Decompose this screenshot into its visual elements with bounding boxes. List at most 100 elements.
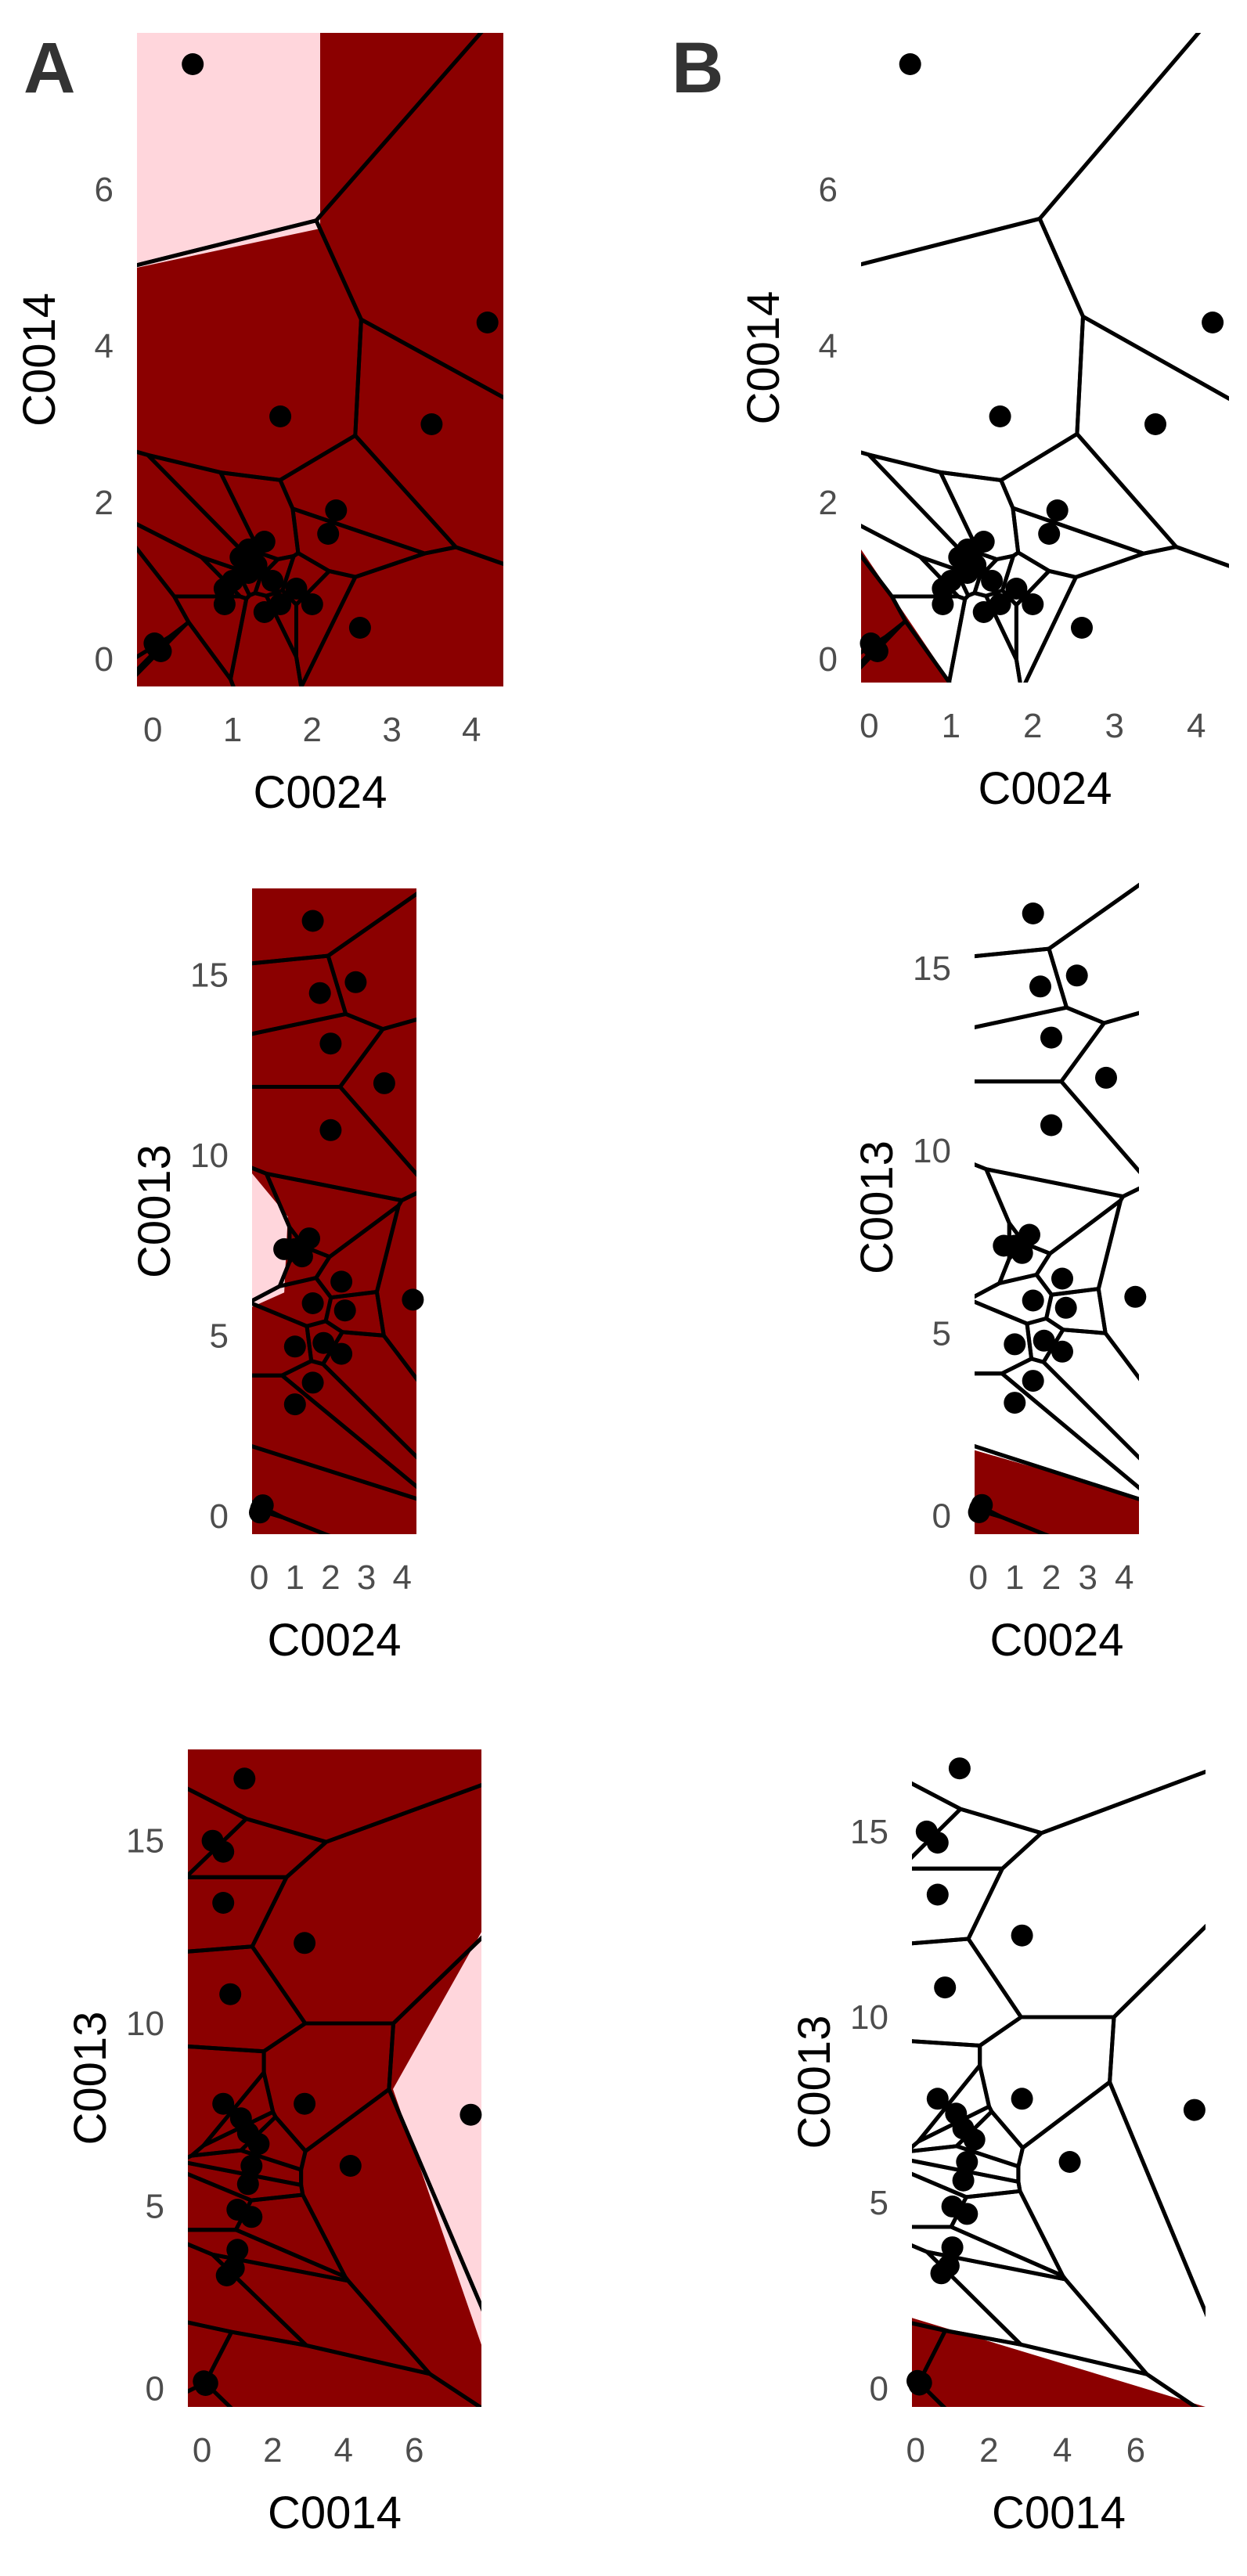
x-tick-label: 4 xyxy=(1115,1558,1133,1597)
x-tick-label: 4 xyxy=(334,2431,353,2470)
chart-panel-a3: 0 2 4 6 0 5 10 15 C0014 C0013 xyxy=(65,1749,482,2538)
data-point xyxy=(1124,1285,1147,1308)
data-point xyxy=(926,1883,949,1906)
y-axis-label: C0013 xyxy=(129,1144,180,1278)
data-point xyxy=(1051,1267,1073,1290)
x-tick-label: 6 xyxy=(1126,2431,1145,2470)
chart-panel-b3: 0 2 4 6 0 5 10 15 C0014 C0013 xyxy=(789,1757,1206,2538)
y-tick-label: 10 xyxy=(913,1132,951,1170)
data-point xyxy=(344,971,367,993)
x-tick-label: 2 xyxy=(321,1558,340,1597)
data-point xyxy=(963,2128,986,2151)
data-point xyxy=(301,1371,324,1394)
chart-panel-b1: 0 1 2 3 4 0 2 4 6 C0024 C0014 xyxy=(738,33,1229,814)
y-tick-label: 15 xyxy=(850,1813,888,1851)
data-point xyxy=(333,1299,356,1322)
data-point xyxy=(253,601,276,623)
voronoi-cell xyxy=(299,545,503,686)
data-point xyxy=(237,562,260,584)
y-axis-label: C0014 xyxy=(738,291,789,425)
x-tick-label: 1 xyxy=(223,711,242,749)
data-point xyxy=(1029,975,1051,998)
data-point xyxy=(1022,1370,1044,1392)
data-point xyxy=(236,2173,259,2196)
y-tick-label: 5 xyxy=(146,2187,164,2225)
data-point xyxy=(319,1032,342,1055)
data-point xyxy=(968,1501,990,1523)
data-point xyxy=(294,1932,316,1955)
data-point xyxy=(1011,1241,1033,1264)
x-tick-label: 1 xyxy=(942,707,960,745)
y-tick-label: 0 xyxy=(819,640,838,679)
data-point xyxy=(330,1342,353,1365)
data-point xyxy=(972,601,995,623)
x-tick-label: 2 xyxy=(263,2431,282,2470)
data-point xyxy=(1011,2088,1033,2110)
data-point xyxy=(981,570,1004,592)
y-tick-label: 0 xyxy=(210,1497,229,1536)
plot-area xyxy=(975,882,1139,1534)
x-axis-label: C0024 xyxy=(990,1615,1124,1666)
data-point xyxy=(213,593,236,615)
y-tick-label: 5 xyxy=(870,2184,888,2222)
y-tick-label: 10 xyxy=(850,1998,888,2037)
data-point xyxy=(930,2262,953,2285)
data-point xyxy=(1022,593,1044,615)
data-point xyxy=(934,1976,957,1999)
x-axis-label: C0014 xyxy=(992,2488,1126,2538)
voronoi-cell xyxy=(252,1444,416,1534)
data-point xyxy=(1071,617,1093,639)
y-tick-label: 0 xyxy=(870,2369,888,2408)
data-point xyxy=(926,2088,949,2110)
data-point xyxy=(325,499,348,521)
data-point xyxy=(1046,499,1069,521)
panel-label-b: B xyxy=(672,28,723,108)
x-tick-label: 4 xyxy=(1187,707,1206,745)
y-tick-label: 15 xyxy=(913,949,951,988)
data-point xyxy=(402,1288,424,1311)
y-tick-label: 5 xyxy=(932,1314,951,1353)
y-tick-label: 2 xyxy=(819,484,838,522)
data-point xyxy=(1038,523,1061,545)
x-tick-label: 3 xyxy=(357,1558,376,1597)
data-point xyxy=(952,2169,975,2192)
data-point xyxy=(476,312,499,333)
data-point xyxy=(253,531,276,553)
data-point xyxy=(233,1767,256,1790)
x-tick-label: 4 xyxy=(462,711,481,749)
plot-area xyxy=(252,888,416,1534)
x-tick-label: 0 xyxy=(143,711,162,749)
data-point xyxy=(213,578,236,600)
plot-area xyxy=(912,1769,1206,2407)
data-point xyxy=(956,2203,978,2225)
voronoi-cell xyxy=(861,216,1085,482)
data-point xyxy=(312,1331,335,1354)
data-point xyxy=(1022,1289,1044,1312)
x-tick-label: 0 xyxy=(968,1558,987,1597)
data-point xyxy=(1040,1114,1062,1137)
data-point xyxy=(348,617,371,639)
data-point xyxy=(240,2206,263,2228)
y-tick-label: 0 xyxy=(146,2370,164,2408)
x-tick-label: 4 xyxy=(392,1558,411,1597)
data-point xyxy=(948,1757,971,1780)
data-point xyxy=(319,1119,342,1141)
dark-region xyxy=(912,2318,1206,2407)
x-axis-label: C0024 xyxy=(978,763,1112,814)
light-region xyxy=(393,1932,481,2345)
y-tick-label: 5 xyxy=(210,1317,229,1356)
data-point xyxy=(373,1072,395,1094)
data-point xyxy=(926,1832,949,1854)
x-tick-label: 1 xyxy=(1005,1558,1024,1597)
y-tick-label: 0 xyxy=(95,640,114,679)
data-point xyxy=(290,1245,313,1268)
data-point xyxy=(899,53,921,75)
data-point xyxy=(212,2092,235,2115)
y-tick-label: 10 xyxy=(190,1137,229,1175)
data-point xyxy=(1040,1026,1062,1049)
voronoi-cell xyxy=(1023,545,1229,683)
data-point xyxy=(212,1892,235,1914)
dark-region xyxy=(975,1450,1139,1534)
